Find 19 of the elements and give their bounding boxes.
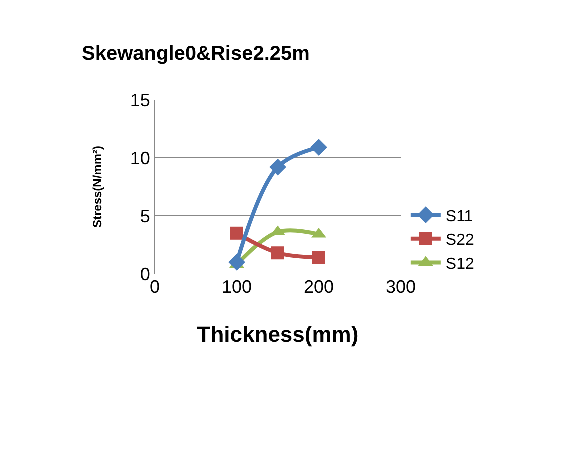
y-tick-label: 0 bbox=[140, 264, 150, 284]
y-tick-label: 5 bbox=[140, 206, 150, 226]
x-tick-label: 100 bbox=[222, 277, 252, 297]
x-tick-label: 300 bbox=[386, 277, 416, 297]
legend-label: S12 bbox=[446, 256, 474, 273]
point bbox=[312, 251, 326, 264]
y-axis-title: Stress(N/mm²) bbox=[90, 146, 105, 228]
x-axis-title: Thickness(mm) bbox=[197, 322, 359, 347]
chart-title: Skewangle0&Rise2.25m bbox=[82, 42, 310, 65]
point bbox=[272, 246, 284, 260]
y-tick-label: 15 bbox=[130, 90, 150, 110]
point bbox=[310, 139, 328, 156]
point bbox=[228, 254, 246, 271]
point bbox=[270, 158, 286, 176]
x-tick-label: 200 bbox=[304, 277, 334, 297]
y-tick-label: 10 bbox=[130, 148, 150, 168]
legend-label: S22 bbox=[446, 232, 474, 250]
legend-label: S11 bbox=[446, 208, 474, 226]
point bbox=[230, 226, 244, 240]
